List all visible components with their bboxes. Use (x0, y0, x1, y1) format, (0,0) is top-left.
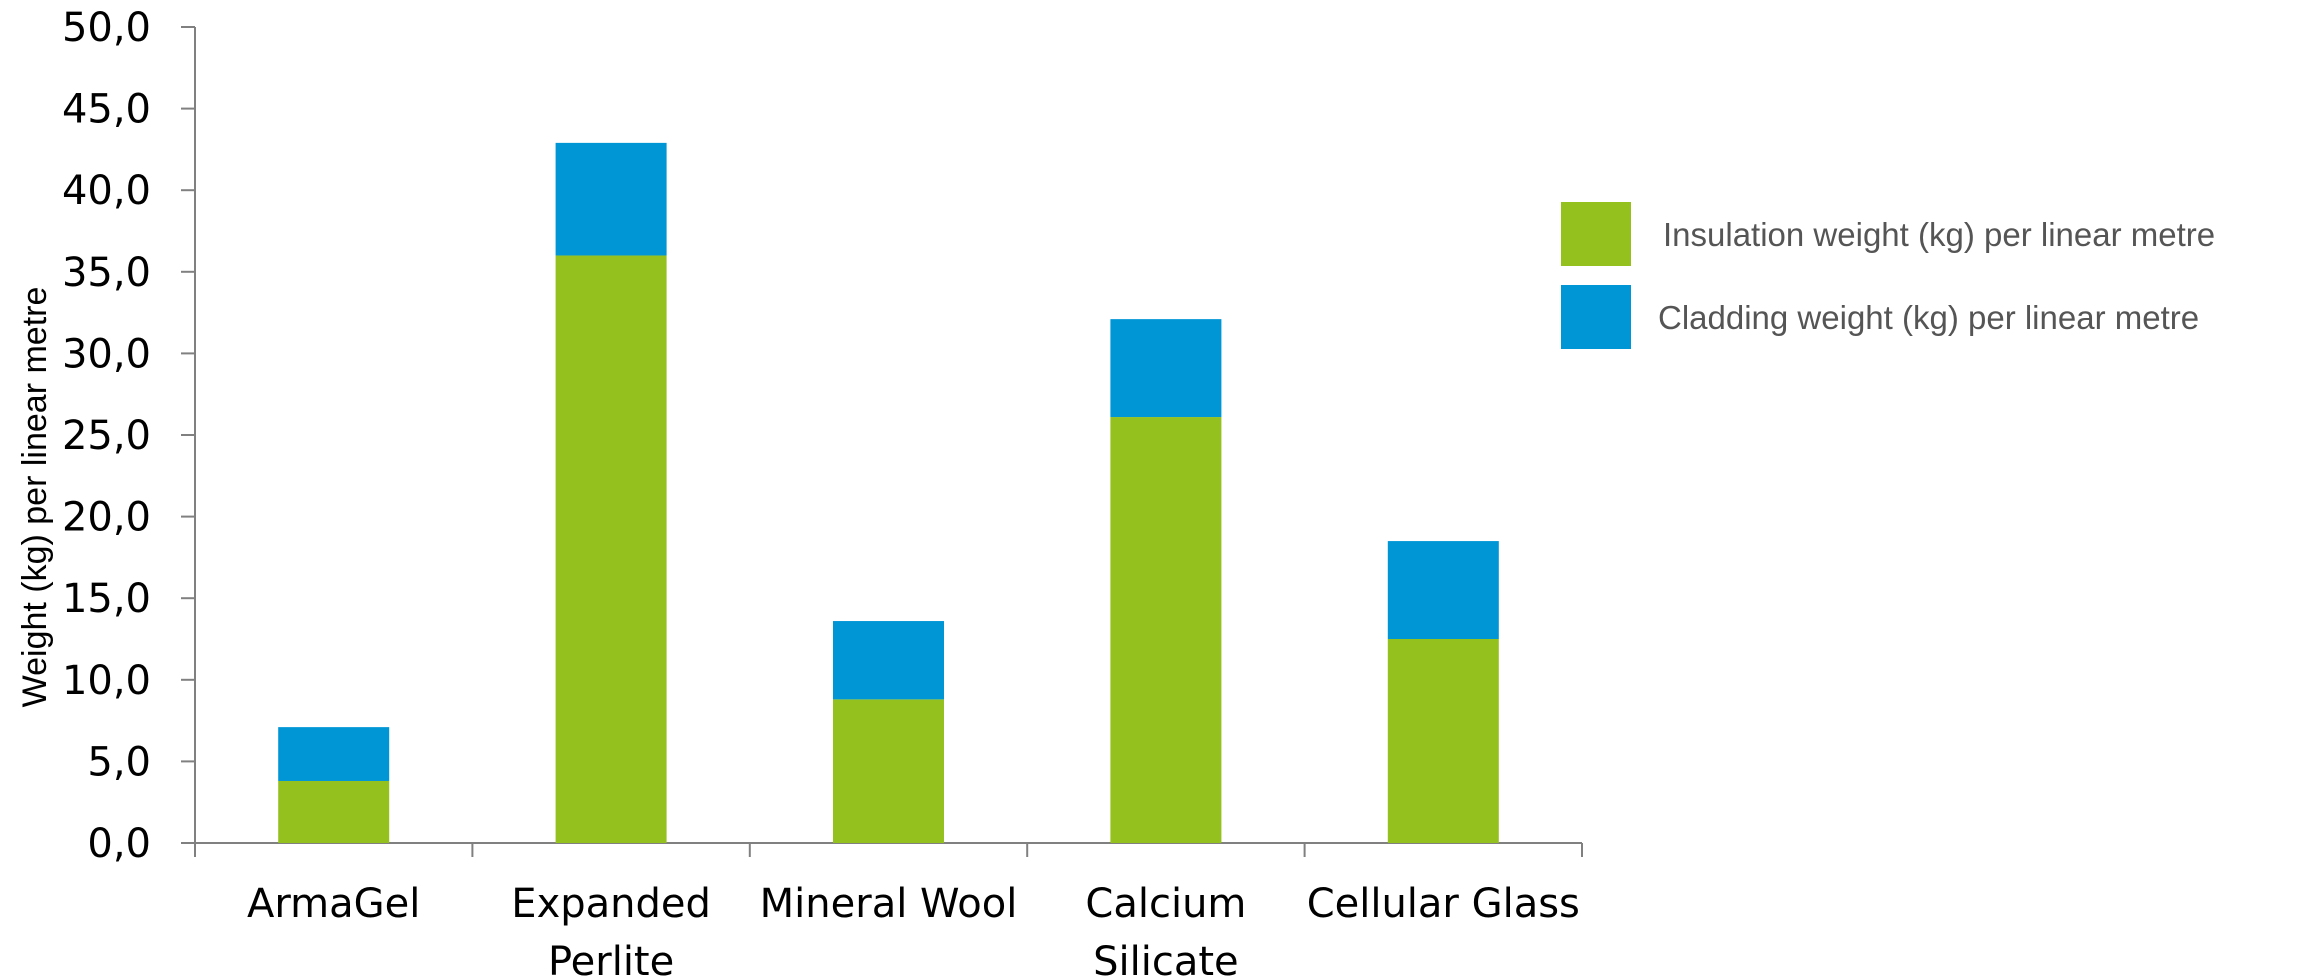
bars (278, 142, 1499, 844)
legend-swatch (1561, 202, 1631, 266)
y-axis-title: Weight (kg) per linear metre (16, 287, 54, 708)
insulation-bar-segment (1387, 639, 1499, 843)
x-category-label: Cellular Glass (1307, 881, 1580, 927)
y-tick-label: 0,0 (87, 821, 151, 867)
x-category-label: Mineral Wool (760, 881, 1018, 927)
y-tick-label: 20,0 (62, 495, 151, 541)
insulation-bar-segment (278, 780, 390, 843)
cladding-bar-segment (278, 727, 390, 781)
x-category-label: ArmaGel (247, 881, 420, 927)
cladding-bar-segment (1387, 541, 1499, 639)
y-tick-label: 10,0 (62, 658, 151, 704)
y-tick-label: 40,0 (62, 168, 151, 214)
y-tick-label: 25,0 (62, 413, 151, 459)
cladding-bar-segment (833, 621, 944, 700)
y-tick-label: 5,0 (87, 739, 151, 785)
legend-label: Insulation weight (kg) per linear metre (1663, 216, 2215, 253)
legend: Insulation weight (kg) per linear metre C… (1561, 202, 2215, 349)
x-category-label: Calcium (1085, 881, 1246, 927)
insulation-bar-segment (1110, 417, 1222, 843)
cladding-bar-segment (555, 142, 667, 256)
y-axis: 0,0 5,0 10,0 15,0 20,0 25,0 30,0 35,0 40,0 45,0 50… (62, 5, 196, 867)
y-tick-label: 50,0 (62, 5, 151, 51)
x-axis: ArmaGel Expanded Perlite Mineral Wool Calciu… (194, 842, 1583, 979)
y-tick-label: 30,0 (62, 331, 151, 377)
legend-label: Cladding weight (kg) per linear metre (1658, 299, 2199, 336)
y-tick-label: 15,0 (62, 576, 151, 622)
legend-swatch (1561, 285, 1631, 349)
x-category-label: Expanded (511, 881, 711, 927)
y-tick-label: 35,0 (62, 250, 151, 296)
cladding-bar-segment (1110, 319, 1222, 418)
x-category-label: Perlite (548, 939, 674, 979)
insulation-bar-segment (555, 255, 667, 844)
x-category-label: Silicate (1093, 939, 1239, 979)
insulation-bar-segment (833, 699, 944, 843)
y-tick-label: 45,0 (62, 87, 151, 133)
